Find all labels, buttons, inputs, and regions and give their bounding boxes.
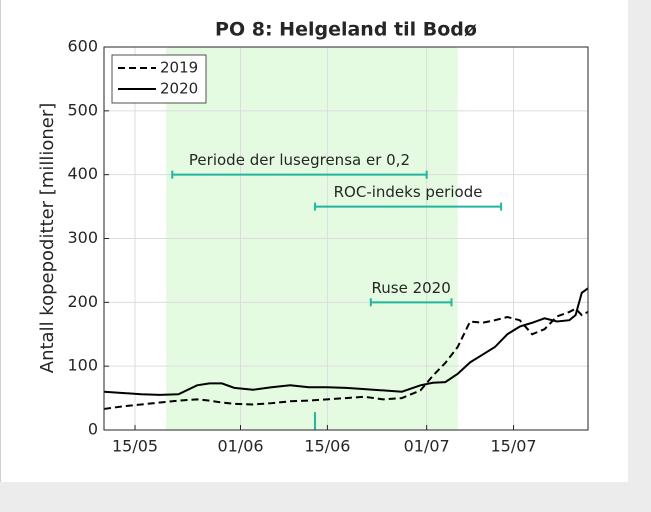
chart-title: PO 8: Helgeland til Bodø: [215, 19, 477, 41]
y-tick-label: 400: [67, 164, 98, 183]
frame-bottom: [0, 482, 651, 512]
y-tick-label: 100: [67, 356, 98, 375]
x-tick-label: 01/06: [217, 437, 263, 456]
y-tick-label: 600: [67, 37, 98, 56]
interval-label: Periode der lusegrensa er 0,2: [189, 151, 410, 169]
y-tick-label: 0: [88, 420, 98, 439]
legend-label: 2019: [160, 59, 198, 77]
x-tick-label: 15/07: [490, 437, 536, 456]
y-tick-label: 200: [67, 292, 98, 311]
series-line: [103, 287, 589, 396]
x-tick-label: 15/06: [304, 437, 350, 456]
plot-area: 0 100 200 300 400 500 600 15/05 01/06 15/06 01/07 1…: [67, 37, 589, 456]
frame-right: [628, 0, 651, 512]
y-tick-label: 500: [67, 100, 98, 119]
legend-label: 2020: [160, 80, 198, 98]
x-tick-label: 01/07: [404, 437, 450, 456]
series-line: [103, 307, 589, 410]
plot-border: [103, 46, 589, 431]
y-tick-label: 300: [67, 228, 98, 247]
legend-box: [111, 54, 207, 104]
interval-label: ROC-indeks periode: [334, 183, 483, 201]
y-axis-label: Antall kopepoditter [millioner]: [37, 103, 58, 373]
interval-label: Ruse 2020: [372, 279, 451, 297]
x-tick-label: 15/05: [112, 437, 158, 456]
